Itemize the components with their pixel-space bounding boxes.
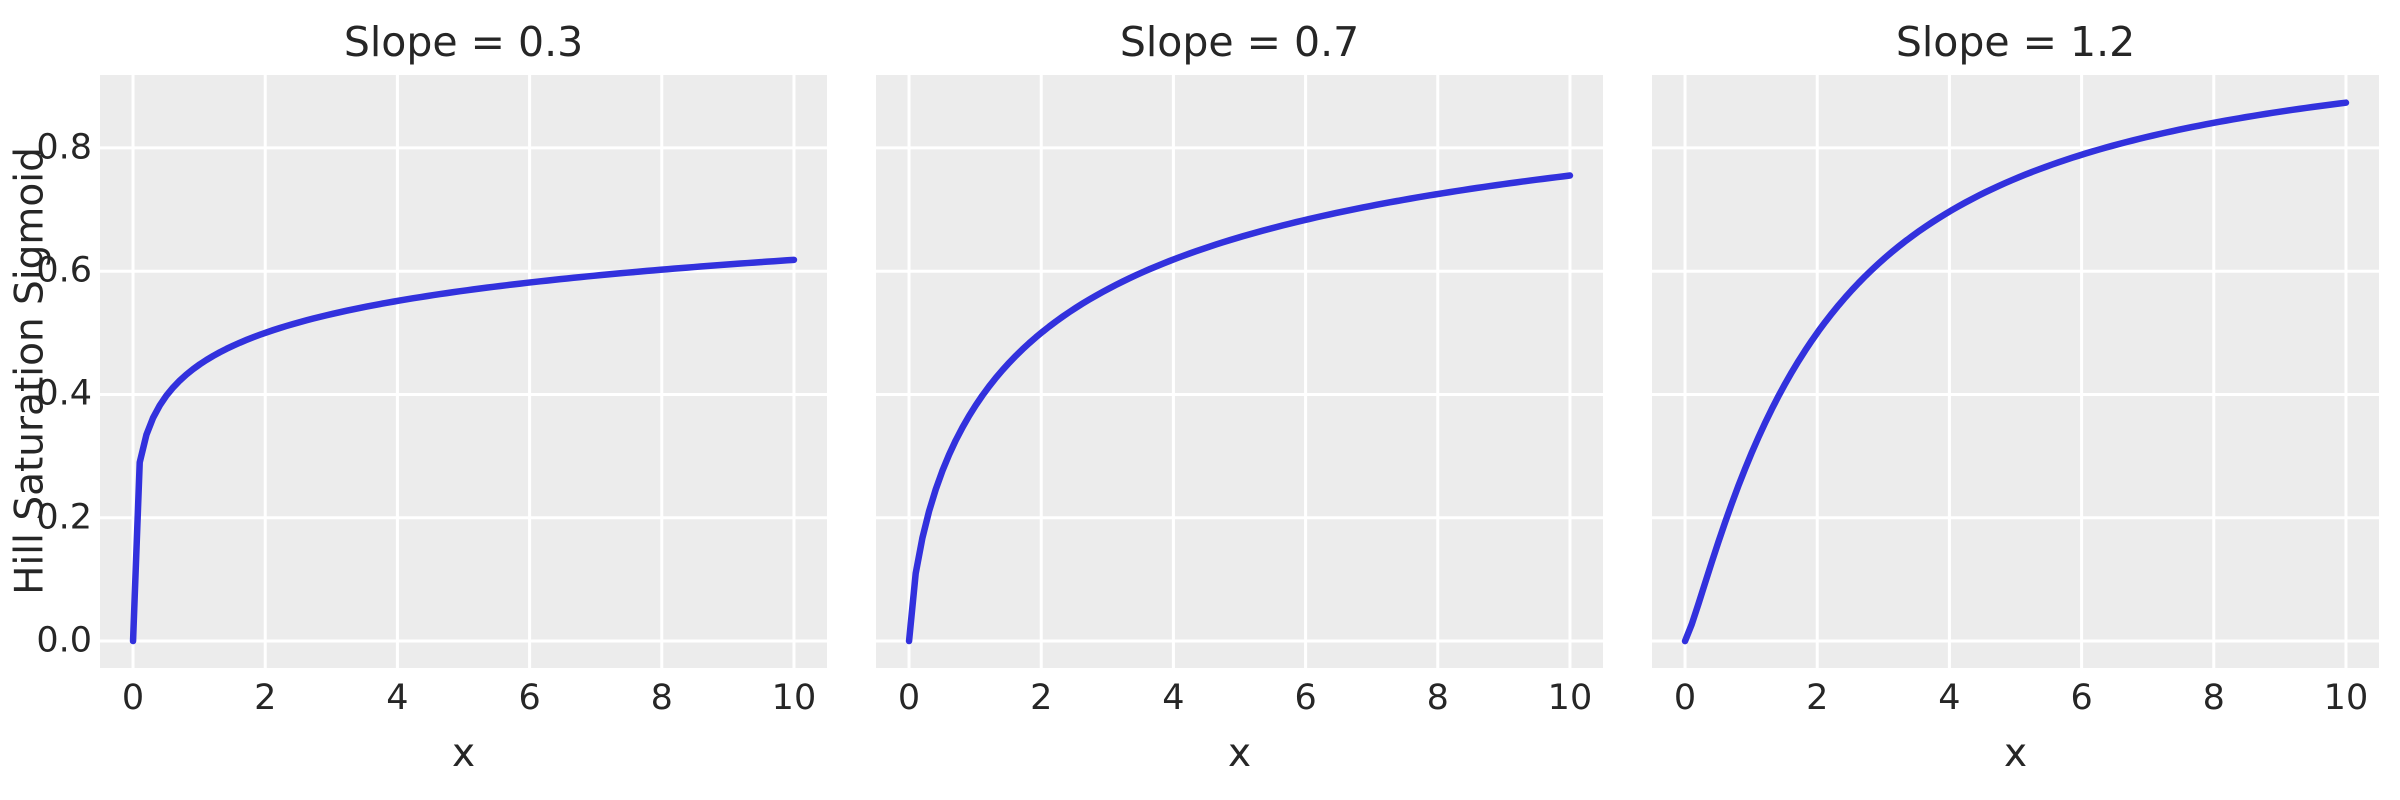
x-tick-label: 0 bbox=[1673, 678, 1697, 718]
x-tick-label: 4 bbox=[1162, 678, 1185, 718]
x-tick-label: 0 bbox=[897, 678, 921, 718]
subplot-slope-0-3: Slope = 0.3 x 0 2 4 6 8 10 0.0 0.2 0.4 0.6 0.8 bbox=[36, 0, 827, 800]
x-tick-label: 6 bbox=[518, 678, 541, 718]
axes-background bbox=[876, 75, 1603, 668]
x-tick-label: 2 bbox=[1806, 678, 1829, 718]
subplot-slope-1-2: Slope = 1.2 x 0 2 4 6 8 10 bbox=[1652, 0, 2379, 800]
y-tick-label: 0.2 bbox=[36, 497, 92, 538]
x-axis-label: x bbox=[1227, 731, 1252, 776]
y-tick-label: 0.8 bbox=[36, 127, 92, 168]
x-tick-label: 8 bbox=[2202, 678, 2225, 718]
y-tick-label: 0.4 bbox=[36, 373, 92, 414]
gridlines bbox=[876, 75, 1603, 668]
plot-area bbox=[100, 75, 827, 668]
hill-curve bbox=[1681, 99, 2350, 645]
subplot-title: Slope = 0.3 bbox=[343, 18, 584, 66]
x-tick-label: 8 bbox=[1426, 678, 1449, 718]
x-tick-label: 0 bbox=[121, 678, 145, 718]
plot-area bbox=[876, 75, 1603, 668]
x-tick-label: 2 bbox=[254, 678, 277, 718]
x-tick-label: 2 bbox=[1030, 678, 1053, 718]
x-tick-label: 10 bbox=[771, 678, 817, 718]
x-tick-label: 6 bbox=[2070, 678, 2093, 718]
axes-background bbox=[1652, 75, 2379, 668]
hill-curve bbox=[905, 172, 1574, 645]
x-tick-label: 10 bbox=[1547, 678, 1593, 718]
gridlines bbox=[100, 75, 827, 668]
gridlines bbox=[1652, 75, 2379, 668]
x-axis-label: x bbox=[451, 731, 476, 776]
x-axis-label: x bbox=[2003, 731, 2028, 776]
subplot-title: Slope = 0.7 bbox=[1119, 18, 1360, 66]
x-tick-label: 8 bbox=[650, 678, 673, 718]
x-tick-label: 4 bbox=[386, 678, 409, 718]
x-tick-label: 4 bbox=[1938, 678, 1961, 718]
y-tick-label: 0.0 bbox=[36, 620, 92, 661]
plot-area bbox=[1652, 75, 2379, 668]
hill-curve bbox=[129, 256, 798, 645]
subplot-slope-0-7: Slope = 0.7 x 0 2 4 6 8 10 bbox=[876, 0, 1603, 800]
axes-background bbox=[100, 75, 827, 668]
x-tick-label: 6 bbox=[1294, 678, 1317, 718]
y-tick-label: 0.6 bbox=[36, 250, 92, 291]
x-tick-label: 10 bbox=[2323, 678, 2369, 718]
subplot-title: Slope = 1.2 bbox=[1895, 18, 2136, 66]
